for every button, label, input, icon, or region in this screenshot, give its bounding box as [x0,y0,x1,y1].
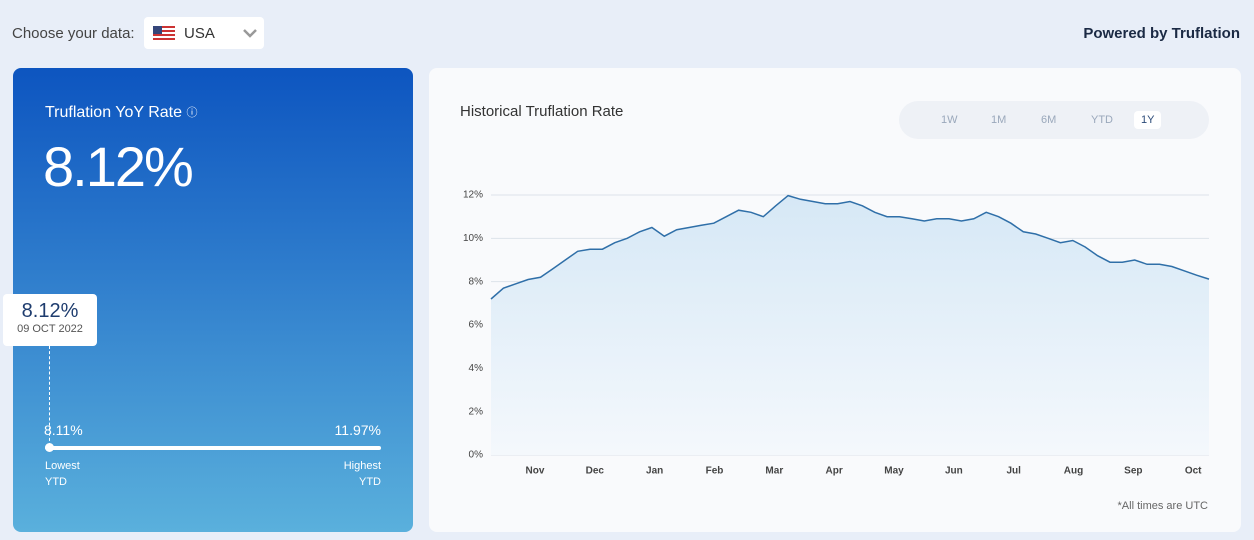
summary-card: Truflation YoY Rate ⓘ 8.12% 8.12% 09 OCT… [3,68,413,532]
range-button[interactable]: 1M [991,114,1007,126]
y-tick-label: 0% [469,450,484,461]
y-tick-label: 6% [469,320,484,331]
tooltip: 8.12% 09 OCT 2022 [3,294,97,346]
range-marker [45,443,54,452]
powered-by: Powered by Truflation [1083,25,1240,42]
current-rate: 8.12% [43,135,194,198]
area [491,195,1209,455]
range-button[interactable]: YTD [1091,114,1113,126]
x-tick-label: Feb [706,466,724,477]
chevron [243,29,257,38]
chart-card: Historical Truflation Rate 1W 1M 6M YTD 1Y 0… [429,68,1241,532]
high-value: 11.97% [334,422,381,438]
summary-title: Truflation YoY Rate ⓘ [45,104,197,122]
y-tick-label: 4% [469,363,484,374]
y-tick-label: 8% [469,276,484,287]
tooltip-date: 09 OCT 2022 [17,323,83,335]
range-button[interactable]: 1W [941,114,958,126]
range-button[interactable]: 6M [1041,114,1057,126]
high-label: Highest YTD [344,458,381,490]
flag [153,26,175,40]
range-buttons: 1W 1M 6M YTD 1Y [899,101,1209,139]
x-tick-label: May [884,466,904,477]
high-label-1: Highest [343,460,381,472]
y-tick-label: 12% [463,190,483,201]
x-tick-label: Jul [1006,466,1021,477]
x-tick-label: Nov [526,466,545,477]
chart-title: Historical Truflation Rate [460,103,624,120]
x-tick-label: Apr [826,466,843,477]
footnote: *All times are UTC [1117,500,1208,512]
range-button[interactable]: 1Y [1134,111,1162,129]
title-text: Truflation YoY Rate [45,104,182,121]
tooltip-value: 8.12% [21,300,79,322]
x-tick-label: Dec [586,466,605,477]
choose-label: Choose your data: [12,25,135,42]
y-tick-label: 2% [469,406,484,417]
low-label-1: Lowest [45,460,80,472]
chart: 0% 2% 4% 6% 8% 10% 12% Nov Dec Jan Feb Mar Apr May Jun… [463,190,1210,477]
country: USA [184,25,215,42]
x-tick-label: Sep [1124,466,1142,477]
marker-line [49,346,50,446]
x-tick-label: Jun [945,466,963,477]
y-tick-label: 10% [463,233,483,244]
low-label: Lowest YTD [45,458,80,490]
range-track [45,446,381,450]
info-icon[interactable]: ⓘ [186,107,198,119]
x-tick-label: Oct [1185,466,1202,477]
low-value: 8.11% [44,422,83,438]
country-select[interactable]: USA [144,17,264,49]
x-tick-label: Aug [1064,466,1083,477]
high-label-2: YTD [359,476,381,488]
low-label-2: YTD [45,476,67,488]
x-tick-label: Jan [646,466,663,477]
line [490,194,1210,300]
x-tick-label: Mar [765,466,783,477]
